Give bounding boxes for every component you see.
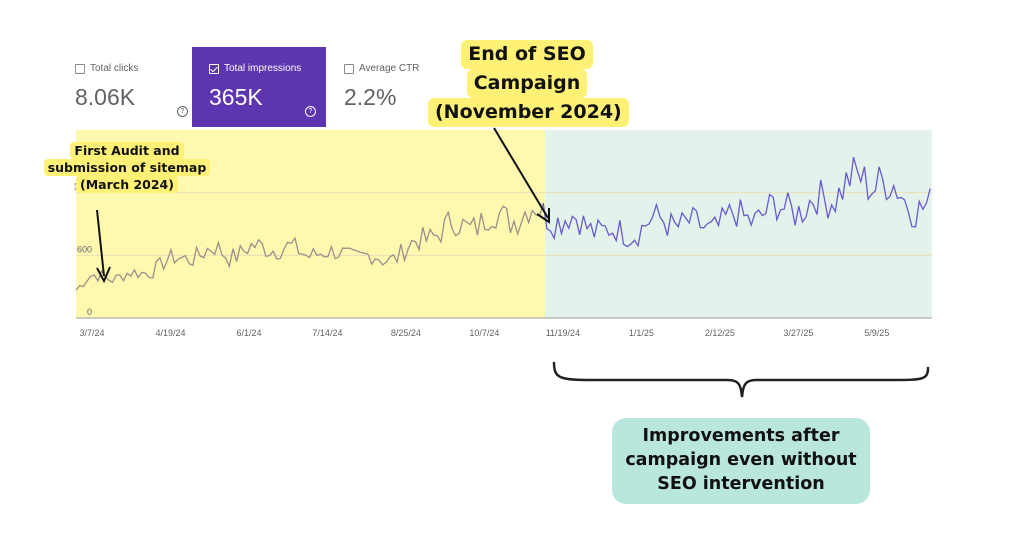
arrow-audit — [96, 209, 111, 284]
checkbox-icon[interactable] — [344, 63, 354, 74]
x-tick-label: 3/27/25 — [783, 328, 813, 338]
curly-brace-icon — [552, 361, 930, 398]
x-tick-label: 10/7/24 — [469, 328, 499, 338]
metric-value: 8.06K — [75, 84, 136, 110]
metric-value: 365K — [209, 84, 263, 110]
callout-improvements: Improvements after campaign even without… — [612, 418, 870, 504]
y-tick-label: 0 — [87, 307, 92, 317]
callout-line: campaign even without — [625, 450, 857, 470]
callout-line: First Audit and — [70, 142, 184, 159]
metric-label: Total impressions — [224, 63, 302, 74]
y-tick-label: 600 — [77, 244, 92, 254]
x-tick-label: 11/19/24 — [546, 328, 580, 338]
metric-label: Total clicks — [90, 63, 139, 74]
callout-end-of-campaign: End of SEO Campaign (November 2024) — [428, 40, 629, 127]
series-line-during-campaign — [75, 202, 544, 291]
metric-card-average-ctr[interactable]: Average CTR 2.2% — [334, 47, 468, 127]
post-campaign-region — [545, 130, 932, 318]
x-tick-label: 5/9/25 — [864, 328, 889, 338]
x-tick-label: 4/19/24 — [155, 328, 185, 338]
checkbox-checked-icon[interactable] — [209, 63, 219, 74]
callout-line: SEO intervention — [657, 474, 825, 494]
x-tick-label: 2/12/25 — [705, 328, 735, 338]
x-tick-label: 8/25/24 — [391, 328, 421, 338]
x-tick-label: 7/14/24 — [312, 328, 342, 338]
callout-line: submission of sitemap — [43, 159, 211, 176]
metric-card-total-impressions[interactable]: Total impressions 365K ? — [192, 47, 326, 127]
x-tick-label: 3/7/24 — [79, 328, 104, 338]
callout-line: Improvements after — [642, 426, 840, 446]
metric-value: 2.2% — [344, 84, 397, 110]
x-tick-label: 6/1/24 — [236, 328, 261, 338]
callout-first-audit: First Audit and submission of sitemap (M… — [38, 142, 216, 193]
help-icon[interactable]: ? — [305, 106, 316, 117]
checkbox-icon[interactable] — [75, 63, 85, 74]
help-icon[interactable]: ? — [177, 106, 188, 117]
arrow-campaign-end — [493, 127, 550, 224]
callout-line: End of SEO — [461, 40, 593, 69]
callout-line: Campaign — [466, 69, 588, 98]
callout-line: (March 2024) — [76, 176, 178, 193]
callout-line: (November 2024) — [428, 98, 629, 127]
metric-label: Average CTR — [359, 63, 420, 74]
metric-card-total-clicks[interactable]: Total clicks 8.06K ? — [64, 47, 198, 127]
series-line-after-campaign — [542, 156, 931, 248]
x-tick-label: 1/1/25 — [629, 328, 654, 338]
